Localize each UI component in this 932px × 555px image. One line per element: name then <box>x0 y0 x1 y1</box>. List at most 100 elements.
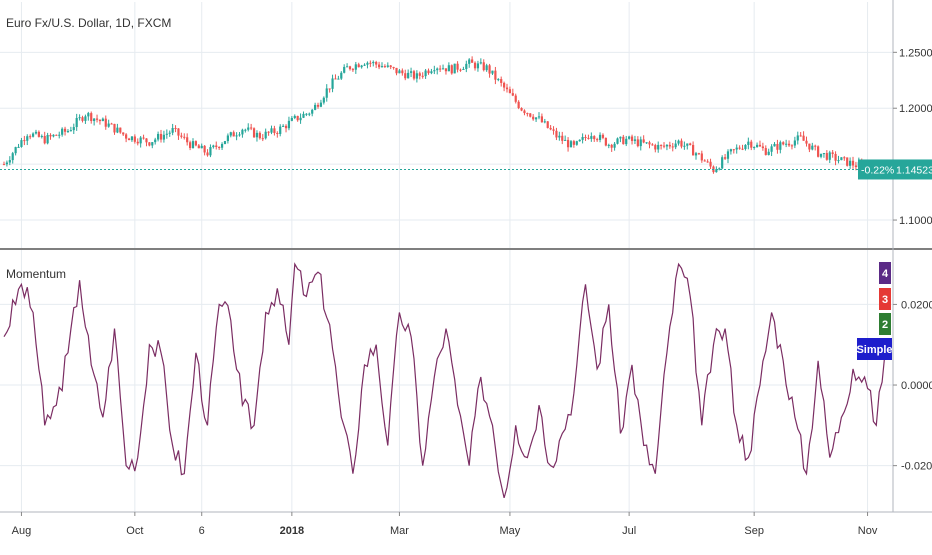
candle-body <box>662 145 666 147</box>
time-axis[interactable]: Aug Oct 6 2018 Mar May Jul Sep Nov <box>12 512 878 537</box>
candle-body <box>261 138 264 140</box>
momentum-pane[interactable] <box>3 262 886 499</box>
candle-body <box>738 147 741 149</box>
last-change-label: -0.22% <box>861 164 894 176</box>
chart-title: Euro Fx/U.S. Dollar, 1D, FXCM <box>6 16 172 30</box>
candle-body <box>581 137 584 140</box>
candle-body <box>825 153 828 160</box>
candle-body <box>2 164 6 166</box>
candle-body <box>401 70 404 74</box>
candle-body <box>503 82 506 88</box>
candle-body <box>232 132 235 137</box>
candle-body <box>415 73 418 79</box>
candle-body <box>837 160 840 162</box>
candle-body <box>148 142 151 146</box>
candle-body <box>58 134 61 136</box>
candle-body <box>49 134 52 137</box>
candle-body <box>191 141 195 149</box>
candle-body <box>14 147 17 154</box>
candle-body <box>328 88 331 90</box>
candle-body <box>407 72 410 79</box>
candle-body <box>61 128 64 135</box>
time-tick-label: 2018 <box>280 525 304 537</box>
candle-body <box>558 135 561 138</box>
candle-body <box>697 153 701 155</box>
indicator-badge-bg <box>879 262 891 284</box>
candle-body <box>520 108 523 111</box>
candle-body <box>113 123 116 133</box>
candle-body <box>465 63 468 70</box>
candle-body <box>20 140 23 147</box>
indicator-badge-bg <box>879 288 891 310</box>
candle-body <box>462 69 465 71</box>
candle-body <box>785 143 788 145</box>
time-tick-label: Mar <box>390 525 409 537</box>
candle-body <box>747 141 750 145</box>
candle-body <box>488 65 491 74</box>
candle-body <box>479 62 482 64</box>
candle-body <box>270 128 273 133</box>
candle-body <box>604 137 607 146</box>
candle-body <box>564 139 567 141</box>
candle-body <box>819 153 823 157</box>
indicator-badge-2: 2 <box>879 313 891 335</box>
candle-body <box>395 67 398 74</box>
candle-body <box>782 142 785 145</box>
candle-body <box>755 144 759 147</box>
candle-body <box>779 142 782 150</box>
candle-body <box>101 118 104 122</box>
candle-body <box>276 132 279 134</box>
candle-body <box>468 59 471 64</box>
candle-body <box>308 113 311 115</box>
candle-body <box>63 128 67 132</box>
candle-body <box>549 127 552 130</box>
candle-body <box>770 146 773 152</box>
candle-body <box>854 165 858 168</box>
candle-body <box>322 97 325 103</box>
candle-body <box>34 131 38 134</box>
candle-body <box>409 71 413 73</box>
candle-body <box>302 113 305 118</box>
candle-body <box>694 153 698 156</box>
price-pane[interactable] <box>0 56 893 177</box>
price-tick-label: 1.20000 <box>899 103 932 115</box>
candle-body <box>645 142 648 144</box>
candle-body <box>648 142 651 145</box>
candle-body <box>389 65 392 68</box>
candle-body <box>218 146 221 148</box>
candle-body <box>517 101 520 109</box>
candle-body <box>569 141 573 148</box>
time-tick-label: Jul <box>622 525 636 537</box>
candle-body <box>622 136 625 145</box>
candle-body <box>703 160 706 162</box>
candle-body <box>93 118 96 122</box>
time-tick-label: Sep <box>744 525 764 537</box>
candle-body <box>165 133 168 135</box>
last-change-badge: -0.22% <box>858 159 894 180</box>
candle-body <box>287 120 291 129</box>
candle-body <box>142 137 145 139</box>
candle-body <box>802 135 805 141</box>
candle-body <box>459 69 462 71</box>
candle-body <box>151 142 154 146</box>
candle-body <box>741 148 744 150</box>
candle-body <box>238 134 241 136</box>
candle-body <box>590 136 593 139</box>
time-tick-label: Nov <box>858 525 878 537</box>
candle-body <box>796 135 799 141</box>
price-axis[interactable]: 1.250001.200001.150001.10000-0.22%1.1452… <box>856 47 932 473</box>
candle-body <box>427 70 430 74</box>
momentum-line <box>3 262 886 499</box>
candle-body <box>729 149 732 152</box>
candle-body <box>206 152 209 156</box>
momentum-tick-label: -0.0200 <box>901 461 932 473</box>
candle-body <box>491 70 494 74</box>
candle-body <box>377 64 381 68</box>
candle-body <box>351 69 355 71</box>
candle-body <box>133 136 136 142</box>
candle-body <box>380 66 384 68</box>
candle-body <box>145 138 148 143</box>
candle-body <box>31 133 35 137</box>
price-tick-label: 1.10000 <box>899 215 932 227</box>
candle-body <box>296 115 299 121</box>
